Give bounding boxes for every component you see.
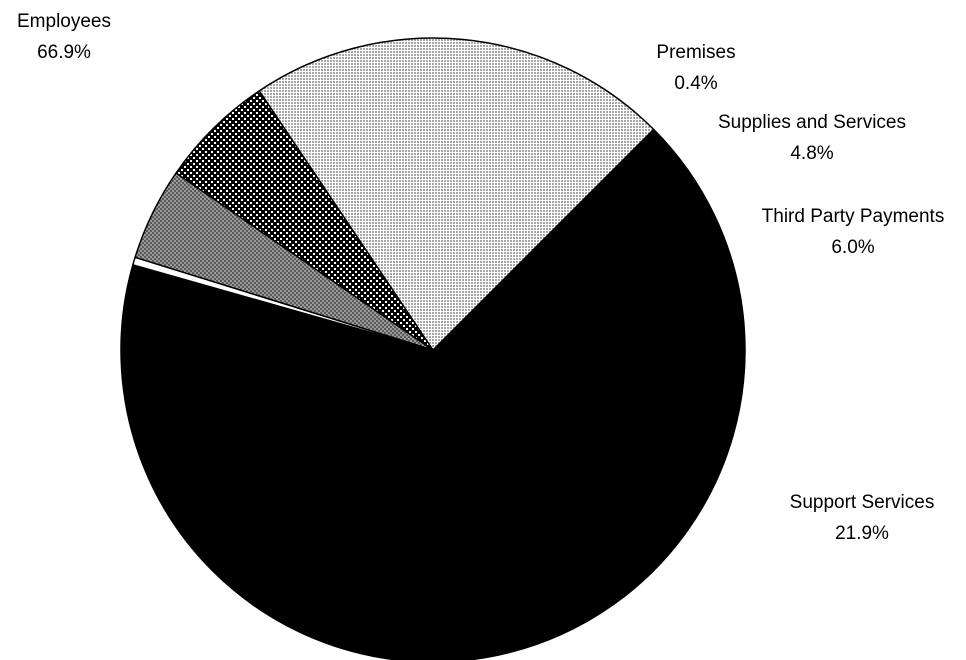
label-support-value: 21.9% — [835, 523, 889, 544]
pie-labels: Employees 66.9% Premises 0.4% Supplies a… — [17, 11, 944, 544]
pie-slices — [120, 37, 746, 660]
label-employees-name: Employees — [17, 11, 111, 32]
slice-employees — [120, 128, 746, 660]
label-supplies-name: Supplies and Services — [718, 112, 906, 133]
label-thirdparty-value: 6.0% — [831, 237, 874, 258]
label-premises-value: 0.4% — [674, 73, 717, 94]
slice-support-services — [258, 37, 655, 351]
label-thirdparty-name: Third Party Payments — [762, 206, 945, 227]
label-supplies-value: 4.8% — [790, 143, 833, 164]
label-premises-name: Premises — [656, 42, 735, 63]
label-employees-value: 66.9% — [37, 42, 91, 63]
label-support-name: Support Services — [790, 492, 935, 513]
